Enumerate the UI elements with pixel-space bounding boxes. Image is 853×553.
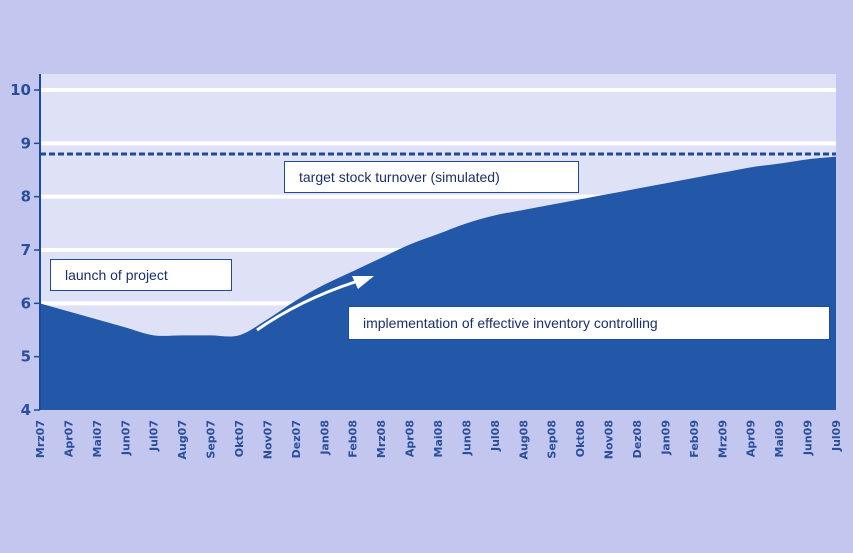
- x-tick-label: Mrz07: [34, 420, 47, 458]
- x-tick-label: Apr08: [404, 420, 417, 457]
- x-tick-label: Mai09: [773, 420, 786, 457]
- trend-arrow: [256, 280, 356, 332]
- launch-annotation: launch of project: [50, 259, 232, 291]
- x-tick-label: Jun08: [460, 420, 473, 456]
- x-tick-label: Dez08: [631, 420, 644, 458]
- x-tick-label: Mrz08: [375, 420, 388, 458]
- y-tick-label: 9: [21, 134, 31, 152]
- x-tick-label: Okt08: [574, 420, 587, 457]
- x-tick-label: Okt07: [233, 420, 246, 457]
- launch-annotation-label: launch of project: [65, 267, 168, 283]
- x-tick-label: Jul09: [830, 420, 843, 452]
- x-tick-label: Jan09: [659, 420, 672, 456]
- x-tick-label: Sep08: [546, 420, 559, 459]
- y-tick-label: 7: [21, 241, 31, 259]
- y-tick-label: 10: [10, 81, 31, 99]
- implementation-annotation: implementation of effective inventory co…: [348, 306, 830, 340]
- x-tick-label: Nov07: [261, 420, 274, 459]
- stock-turnover-area: [40, 156, 836, 410]
- x-axis-ticks: Mrz07 Apr07 Mai07 Jun07 Jul07 Aug07 Sep07 Okt07…: [34, 420, 843, 460]
- x-tick-label: Jul07: [148, 420, 161, 452]
- y-tick-label: 8: [21, 188, 31, 206]
- x-tick-label: Dez07: [290, 420, 303, 458]
- x-tick-label: Aug08: [517, 420, 530, 460]
- x-tick-label: Jul08: [489, 420, 502, 452]
- x-tick-label: Feb08: [347, 420, 360, 458]
- x-tick-label: Mrz09: [716, 420, 729, 458]
- y-axis-ticks: 4 5 6 7 8 9 10: [10, 81, 40, 419]
- implementation-annotation-label: implementation of effective inventory co…: [363, 315, 658, 331]
- target-annotation: target stock turnover (simulated): [284, 161, 579, 193]
- x-tick-label: Jun09: [802, 420, 815, 456]
- x-tick-label: Jan08: [318, 420, 331, 456]
- x-tick-label: Nov08: [603, 420, 616, 459]
- x-tick-label: Jun07: [119, 420, 132, 456]
- x-tick-label: Aug07: [176, 420, 189, 460]
- x-tick-label: Apr07: [62, 420, 75, 457]
- y-tick-label: 4: [21, 401, 31, 419]
- y-tick-label: 5: [21, 348, 31, 366]
- x-tick-label: Sep07: [205, 420, 218, 459]
- x-tick-label: Feb09: [688, 420, 701, 458]
- x-tick-label: Mai07: [91, 420, 104, 457]
- trend-arrow-head-icon: [352, 276, 374, 289]
- y-tick-label: 6: [21, 294, 31, 312]
- x-tick-label: Apr09: [745, 420, 758, 457]
- target-annotation-label: target stock turnover (simulated): [299, 169, 500, 185]
- x-tick-label: Mai08: [432, 420, 445, 457]
